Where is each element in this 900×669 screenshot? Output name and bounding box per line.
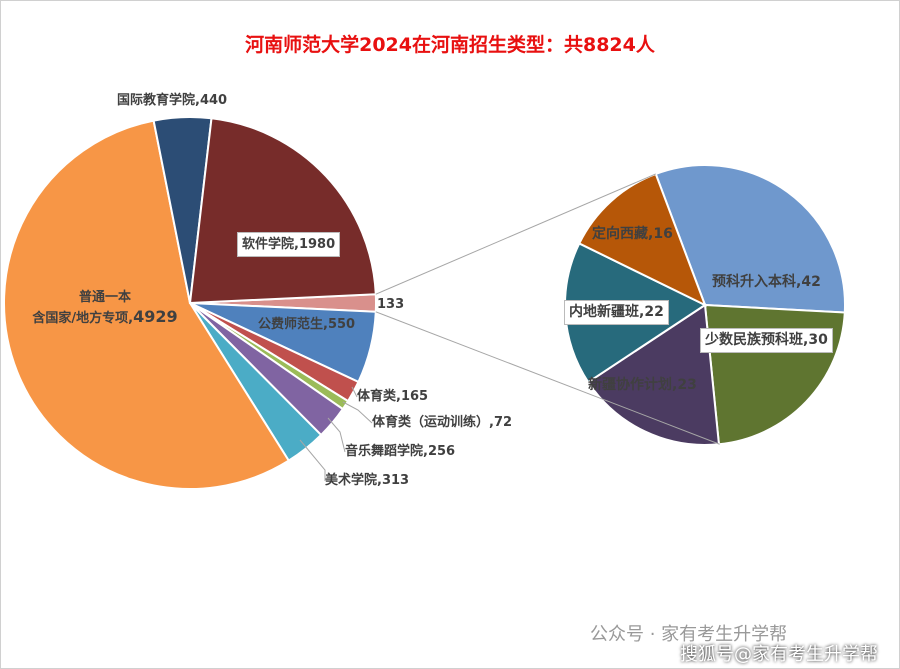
label-part: 256	[427, 444, 456, 459]
label-part: 音乐舞蹈学院	[345, 444, 424, 459]
label-part: ,	[672, 377, 678, 393]
label-part: ,	[803, 332, 809, 348]
label-part: 国际教育学院	[117, 93, 196, 108]
label-part: ,	[396, 389, 401, 404]
data-label: 公费师范生,550	[258, 315, 355, 334]
connector-line	[375, 173, 656, 295]
label-part: 16	[653, 226, 673, 242]
data-label: 国际教育学院,440	[117, 91, 227, 110]
label-part: 内地新疆班	[569, 304, 639, 320]
label-part: ,	[323, 317, 328, 332]
leader-line	[342, 401, 373, 424]
label-part: ,	[648, 226, 654, 242]
leader-line	[327, 417, 346, 453]
pie-slice	[586, 303, 721, 446]
data-label: 体育类,165	[357, 387, 428, 406]
label-part: 30	[808, 332, 828, 348]
label-part: 美术学院	[325, 473, 378, 488]
label-part: ,	[423, 444, 428, 459]
connector-line	[375, 311, 720, 445]
data-label: 133	[377, 295, 404, 314]
label-part: ,	[639, 304, 645, 320]
label-part: 公费师范生	[258, 317, 324, 332]
watermark: 搜狐号@家有考生升学帮	[680, 644, 878, 665]
leader-line	[299, 439, 326, 481]
label-part: 313	[381, 473, 410, 488]
data-label: 音乐舞蹈学院,256	[345, 442, 455, 461]
label-part: 普通一本 含国家/地方专项	[32, 290, 132, 326]
data-label: 新疆协作计划,23	[588, 376, 697, 395]
label-part: 少数民族预科班	[705, 332, 803, 348]
label-part: 软件学院	[242, 237, 295, 252]
label-part: ,	[195, 93, 200, 108]
label-part: 体育类（运动训练）	[372, 415, 490, 430]
label-part: 550	[327, 317, 356, 332]
label-part: 新疆协作计划	[588, 377, 672, 393]
data-label: 预科升入本科,42	[712, 273, 821, 292]
label-part: ,	[796, 274, 802, 290]
label-part: 165	[400, 389, 429, 404]
label-part: 4929	[133, 307, 178, 326]
leader-line	[351, 386, 358, 398]
label-part: 预科升入本科	[712, 274, 796, 290]
label-part: 42	[801, 274, 821, 290]
data-label: 内地新疆班,22	[564, 300, 669, 325]
pie-slice	[3, 119, 291, 490]
data-label: 少数民族预科班,30	[700, 328, 833, 353]
label-part: 22	[644, 304, 664, 320]
data-label: 普通一本 含国家/地方专项,4929	[32, 288, 177, 328]
label-part: 133	[377, 297, 405, 312]
data-label: 美术学院,313	[325, 471, 409, 490]
data-label: 定向西藏,16	[592, 225, 673, 244]
label-part: 1980	[298, 237, 336, 252]
data-label: 软件学院,1980	[237, 232, 341, 257]
label-part: 体育类	[357, 389, 397, 404]
data-label: 体育类（运动训练）,72	[372, 413, 512, 432]
watermark: 公众号 · 家有考生升学帮	[590, 624, 788, 645]
label-part: 72	[493, 415, 513, 430]
label-part: ,	[128, 311, 134, 326]
pie-slice	[654, 164, 846, 314]
label-part: ,	[294, 237, 299, 252]
label-part: 23	[677, 377, 697, 393]
label-part: ,	[489, 415, 494, 430]
label-part: 440	[199, 93, 228, 108]
chart-title: 河南师范大学2024在河南招生类型：共8824人	[245, 34, 655, 56]
label-part: ,	[377, 473, 382, 488]
label-part: 定向西藏	[592, 226, 648, 242]
